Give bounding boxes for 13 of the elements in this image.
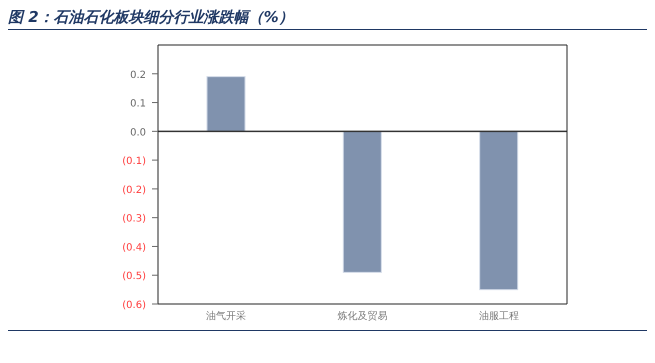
y-tick-label: (0.3) — [122, 214, 146, 225]
y-tick-label: (0.2) — [122, 184, 146, 196]
y-tick-label: (0.4) — [122, 242, 146, 254]
x-tick-label: 油服工程 — [478, 310, 519, 322]
y-tick-label: (0.5) — [122, 271, 146, 282]
y-tick-label: (0.6) — [122, 300, 146, 311]
chart-title: 图 2：石油石化板块细分行业涨跌幅（%） — [8, 8, 647, 30]
x-tick-label: 油气开采 — [206, 310, 246, 322]
y-tick-label: 0.2 — [130, 70, 146, 81]
y-tick-label: (0.1) — [122, 156, 146, 168]
x-tick-label: 炼化及贸易 — [338, 310, 388, 322]
y-tick-label: 0.0 — [130, 127, 146, 138]
y-tick-label: 0.1 — [130, 98, 146, 110]
